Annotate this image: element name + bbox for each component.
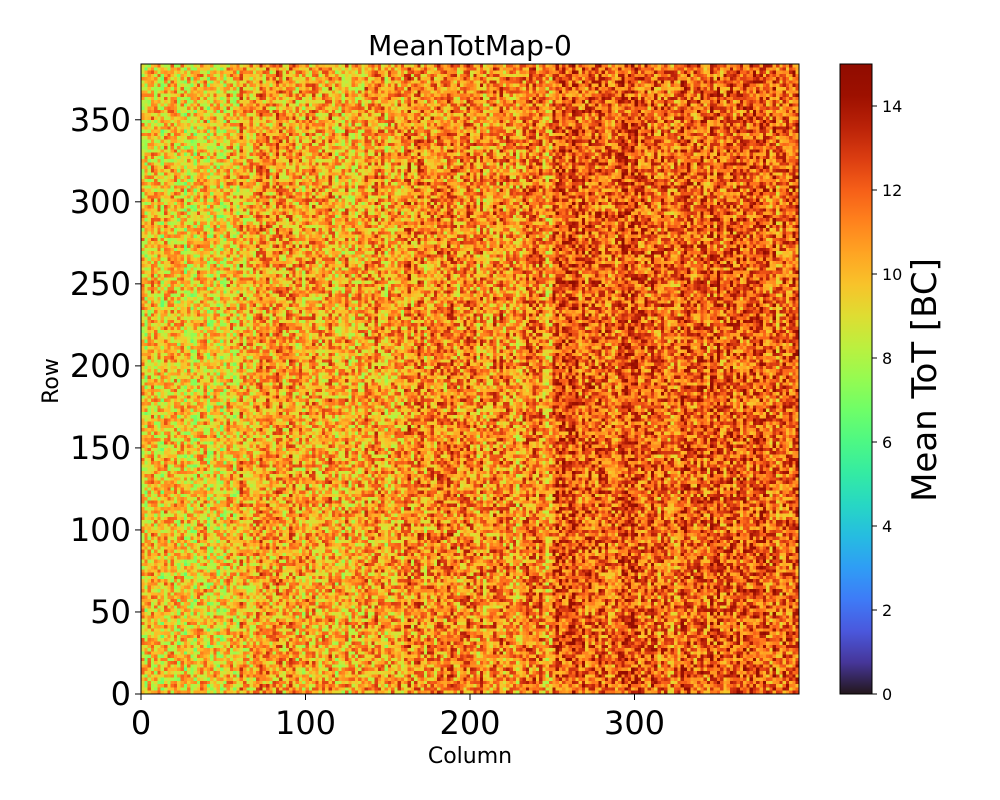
colorbar-ticks: 0 2 4 6 8 10 12 14 (872, 97, 902, 704)
colorbar-tick-label: 8 (882, 349, 892, 368)
y-tick-label: 0 (111, 675, 131, 713)
colorbar-tick-label: 14 (882, 97, 902, 116)
colorbar-tick-label: 6 (882, 433, 892, 452)
colorbar (839, 63, 873, 695)
colorbar-label: Mean ToT [BC] (905, 258, 945, 502)
y-tick-label: 150 (70, 429, 131, 467)
y-axis-ticks: 0 50 100 150 200 250 300 350 (70, 101, 141, 713)
y-tick-label: 100 (70, 511, 131, 549)
heatmap-area (141, 64, 799, 694)
colorbar-tick-label: 12 (882, 181, 902, 200)
x-tick-label: 100 (275, 704, 336, 742)
colorbar-tick-label: 2 (882, 601, 892, 620)
y-tick-label: 200 (70, 347, 131, 385)
colorbar-tick-label: 0 (882, 685, 892, 704)
heatmap-image (141, 64, 799, 694)
y-tick-label: 350 (70, 101, 131, 139)
colorbar-tick-label: 4 (882, 517, 892, 536)
colorbar-tick-label: 10 (882, 265, 902, 284)
x-tick-label: 200 (439, 704, 500, 742)
y-tick-label: 300 (70, 183, 131, 221)
x-axis-label: Column (428, 744, 512, 769)
y-axis-label: Row (39, 358, 64, 404)
y-tick-label: 50 (90, 593, 131, 631)
y-tick-label: 250 (70, 265, 131, 303)
x-tick-label: 300 (604, 704, 665, 742)
chart-title: MeanTotMap-0 (368, 29, 572, 62)
x-axis-ticks: 0 100 200 300 (131, 694, 665, 742)
x-tick-label: 0 (131, 704, 151, 742)
